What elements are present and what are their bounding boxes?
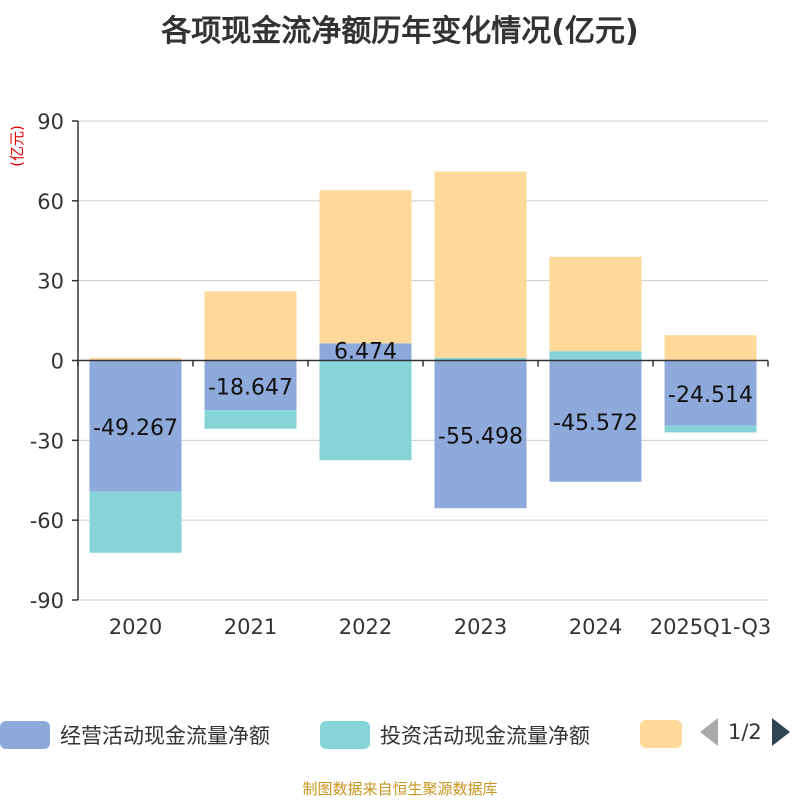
- bar-group: [89, 171, 757, 553]
- bar-2020-series-0: [89, 360, 182, 492]
- bar-2021-series-1: [204, 410, 297, 429]
- y-tick-label: -30: [30, 429, 64, 453]
- legend-item-operating[interactable]: 经营活动现金流量净额: [0, 720, 270, 750]
- bar-2024-series-0: [549, 360, 642, 482]
- y-tick-label: -60: [30, 509, 64, 533]
- bar-2025Q1-Q3-series-2: [664, 335, 757, 361]
- legend-swatch-operating: [0, 721, 50, 749]
- legend-pager: 1/2: [700, 718, 790, 746]
- x-tick-label: 2020: [109, 615, 162, 639]
- bar-2024-series-1: [549, 351, 642, 361]
- data-label: -49.267: [93, 416, 178, 441]
- bar-2021-series-2: [204, 291, 297, 361]
- bar-2022-series-1: [319, 360, 412, 461]
- legend-next-arrow-icon[interactable]: [771, 718, 790, 746]
- data-label: 6.474: [334, 340, 397, 365]
- x-tick-label: 2024: [569, 615, 622, 639]
- y-tick-label: 30: [37, 270, 64, 294]
- grid-lines: [78, 120, 768, 601]
- legend-prev-arrow-icon[interactable]: [700, 718, 718, 746]
- legend-item-financing[interactable]: [640, 720, 692, 748]
- legend-page-indicator: 1/2: [728, 720, 762, 744]
- bar-2021-series-0: [204, 360, 297, 411]
- bar-2025Q1-Q3-series-0: [664, 360, 757, 426]
- bar-2023-series-0: [434, 360, 527, 509]
- bar-2025Q1-Q3-series-1: [664, 425, 757, 433]
- x-tick-label: 2023: [454, 615, 507, 639]
- x-tick-label: 2022: [339, 615, 392, 639]
- x-tick-label: 2025Q1-Q3: [650, 615, 772, 639]
- legend: 经营活动现金流量净额 投资活动现金流量净额 1/2: [0, 716, 800, 756]
- legend-swatch-financing: [640, 720, 682, 748]
- y-tick-label: 60: [37, 190, 64, 214]
- bar-2023-series-1: [434, 357, 527, 361]
- data-label: -24.514: [668, 383, 753, 408]
- y-axis-label: (亿元): [8, 125, 26, 167]
- legend-label-operating: 经营活动现金流量净额: [60, 724, 270, 748]
- legend-label-investing: 投资活动现金流量净额: [380, 724, 590, 748]
- data-label: -55.498: [438, 424, 523, 449]
- legend-item-investing[interactable]: 投资活动现金流量净额: [320, 720, 590, 750]
- chart-plot: 90 60 30 0 -30 -60 -90 2020 2021 2022 2023 2024 2025…: [8, 110, 772, 639]
- chart-title: 各项现金流净额历年变化情况(亿元): [161, 14, 639, 49]
- bar-2020-series-1: [89, 491, 182, 553]
- y-tick-label: 90: [37, 110, 64, 134]
- source-footer: 制图数据来自恒生聚源数据库: [302, 780, 498, 798]
- data-label: -18.647: [208, 375, 293, 400]
- y-tick-label: -90: [30, 589, 64, 613]
- x-tick-label: 2021: [224, 615, 277, 639]
- data-labels: -49.267 -18.647 6.474 -55.498 -45.572 -24.514: [93, 340, 753, 450]
- legend-swatch-investing: [320, 721, 370, 749]
- bar-2020-series-2: [89, 357, 182, 361]
- bar-2023-series-2: [434, 171, 527, 358]
- bar-2022-series-0: [319, 343, 412, 361]
- bar-2024-series-2: [549, 256, 642, 352]
- data-label: -45.572: [553, 411, 638, 436]
- bar-2022-series-2: [319, 190, 412, 344]
- y-tick-label: 0: [51, 350, 64, 374]
- axes: 90 60 30 0 -30 -60 -90 2020 2021 2022 2023 2024 2025…: [30, 110, 772, 639]
